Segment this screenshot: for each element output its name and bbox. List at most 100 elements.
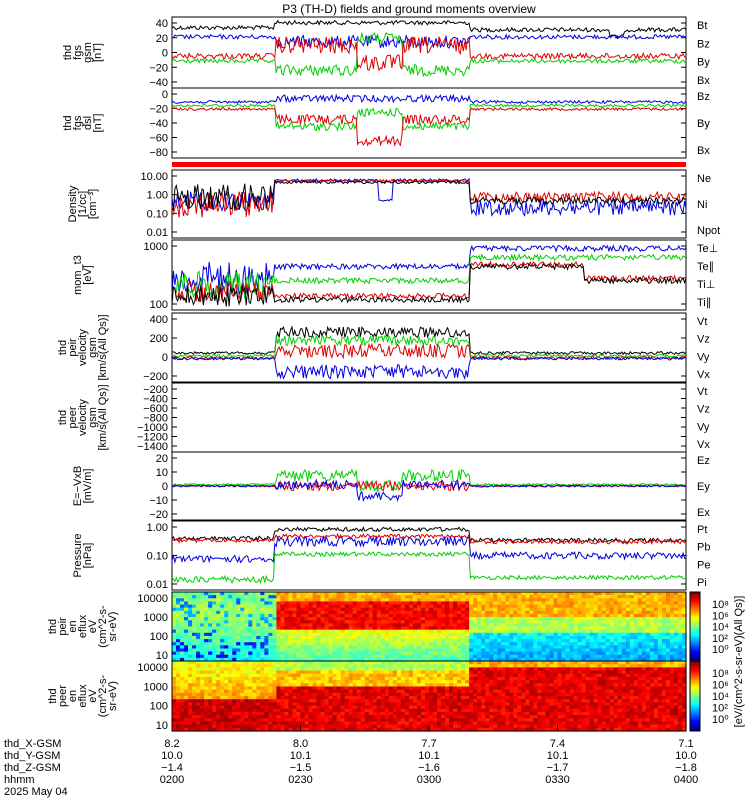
spectrogram-cell [348,696,354,700]
spectrogram-cell [300,705,306,710]
spectrogram-cell [677,635,683,640]
spectrogram-cell [324,635,330,640]
spectrogram-cell [429,629,434,634]
spectrogram-cell [653,592,659,596]
spectrogram-cell [521,657,526,662]
spectrogram-cell [477,692,482,697]
spectrogram-cell [360,648,366,653]
spectrogram-cell [473,664,478,668]
spectrogram-cell [300,724,306,729]
spectrogram-cell [344,667,350,672]
spectrogram-cell [312,670,318,675]
spectrogram-cell [228,601,233,606]
spectrogram-cell [533,604,539,609]
spectrogram-cell [328,686,334,691]
spectrogram-cell [445,670,450,675]
spectrogram-cell [212,727,217,732]
spectrogram-cell [416,592,422,596]
spectrogram-cell [589,595,595,599]
spectrogram-cell [328,661,334,665]
spectrogram-cell [280,692,286,697]
spectrogram-cell [669,613,675,618]
spectrogram-cell [360,651,366,656]
spectrogram-cell [613,639,619,643]
spectrogram-cell [380,654,386,659]
spectrogram-cell [665,654,671,659]
spectrogram-cell [220,715,225,719]
spectrogram-cell [392,629,398,634]
spectrogram-cell [481,598,486,603]
spectrogram-cell [180,724,185,729]
spectrogram-cell [344,670,350,675]
spectrogram-cell [196,705,201,710]
spectrogram-cell [416,639,422,643]
spectrogram-cell [437,676,442,681]
spectrogram-cell [380,601,386,606]
spectrogram-cell [316,692,322,697]
spectrogram-cell [517,613,522,618]
spectrogram-cell [288,699,294,703]
spectrogram-cell [204,680,209,684]
spectrogram-cell [485,664,490,668]
spectrogram-cell [424,683,430,688]
spectrogram-cell [461,639,466,643]
spectrogram-cell [437,715,442,719]
spectrogram-cell [597,635,603,640]
spectrogram-cell [328,598,334,603]
spectrogram-cell [465,642,470,646]
spectrogram-cell [192,718,197,723]
y-tick-label: 10000 [137,593,168,605]
spectrogram-cell [240,635,245,640]
spectrogram-cell [521,623,526,628]
spectrogram-cell [609,626,615,631]
spectrogram-cell [509,617,514,621]
spectrogram-cell [196,721,201,726]
spectrogram-cell [457,629,462,634]
spectrogram-cell [457,645,462,650]
spectrogram-cell [240,645,245,650]
spectrogram-cell [292,689,298,694]
spectrogram-cell [216,620,221,624]
spectrogram-cell [445,645,450,650]
spectrogram-cell [180,651,185,656]
spectrogram-cell [276,711,282,716]
spectrogram-cell [192,651,197,656]
spectrogram-cell [292,718,298,723]
spectrogram-cell [388,708,394,713]
spectrogram-cell [220,629,225,634]
spectrogram-cell [396,696,402,700]
spectrogram-cell [433,604,438,609]
spectrogram-cell [184,592,189,596]
spectrogram-cell [561,632,567,637]
spectrogram-cell [360,683,366,688]
spectrogram-cell [192,686,197,691]
spectrogram-cell [332,727,338,732]
spectrogram-cell [264,617,269,621]
spectrogram-cell [324,696,330,700]
spectrogram-cell [232,705,237,710]
spectrogram-cell [348,683,354,688]
spectrogram-cell [332,689,338,694]
spectrogram-cell [657,595,663,599]
spectrogram-cell [208,676,213,681]
spectrogram-cell [545,592,551,596]
spectrogram-cell [509,648,514,653]
spectrogram-cell [212,617,217,621]
spectrogram-cell [465,664,470,668]
spectrogram-cell [196,610,201,615]
spectrogram-cell [296,613,302,618]
spectrogram-cell [517,661,522,665]
spectrogram-cell [416,601,422,606]
spectrogram-cell [324,620,330,624]
spectrogram-cell [304,632,310,637]
spectrogram-cell [420,626,426,631]
spectrogram-cell [252,623,257,628]
spectrogram-cell [212,708,217,713]
spectrogram-cell [613,592,619,596]
spectrogram-cell [320,708,326,713]
spectrogram-cell [541,635,547,640]
spectrogram-cell [469,705,474,710]
spectrogram-cell [533,718,539,723]
spectrogram-cell [396,657,402,662]
spectrogram-cell [657,613,663,618]
